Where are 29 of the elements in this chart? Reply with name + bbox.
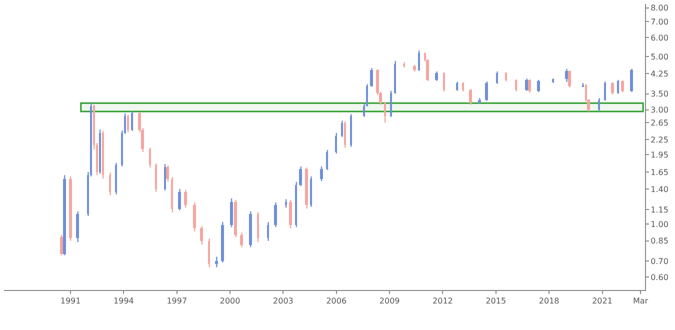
x-tick-label: 2000 — [220, 296, 240, 306]
x-tick-label: Mar — [632, 296, 649, 306]
y-tick-label: 1.00 — [650, 220, 668, 229]
y-tick-label: 1.40 — [650, 184, 668, 194]
y-tick-label: 3.50 — [650, 90, 668, 99]
x-tick-label: 2009 — [379, 296, 400, 306]
x-tick-label: 1994 — [114, 296, 134, 306]
y-tick-label: 0.85 — [650, 236, 668, 246]
y-tick-label: 1.65 — [650, 168, 668, 177]
y-tick-label: 0.70 — [650, 256, 668, 266]
x-tick-label: 1991 — [60, 296, 81, 306]
x-tick-label: 2012 — [432, 296, 453, 306]
y-tick-label: 0.60 — [650, 272, 668, 282]
y-tick-label: 3.00 — [650, 106, 668, 115]
y-tick-label: 8.00 — [650, 4, 668, 13]
x-tick-label: 1997 — [166, 296, 188, 306]
y-tick-label: 4.25 — [650, 69, 668, 78]
y-tick-label: 2.65 — [650, 118, 668, 128]
y-tick-label: 6.00 — [650, 34, 668, 43]
y-tick-label: 1.95 — [650, 150, 668, 160]
x-tick-label: 2003 — [273, 296, 294, 306]
x-tick-label: 2018 — [538, 296, 560, 306]
x-tick-label: 2006 — [326, 296, 347, 306]
x-tick-label: 2015 — [486, 296, 506, 306]
y-tick-label: 5.00 — [650, 52, 668, 62]
x-tick-label: 2021 — [592, 296, 612, 306]
y-tick-label: 2.25 — [650, 136, 668, 144]
y-tick-label: 7.00 — [650, 18, 668, 27]
y-tick-label: 1.15 — [650, 205, 668, 214]
